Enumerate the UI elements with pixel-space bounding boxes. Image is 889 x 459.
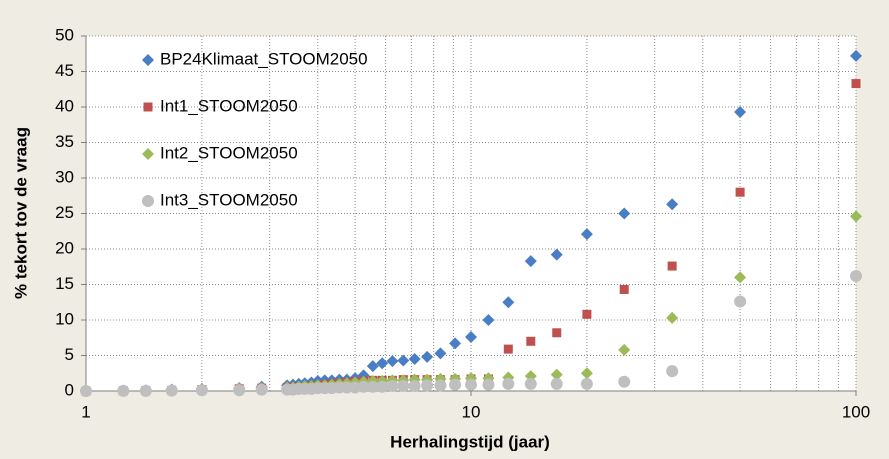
point (281, 383, 294, 396)
y-tick-label: 40 (55, 96, 74, 115)
point (195, 384, 208, 397)
point (366, 380, 379, 393)
point (397, 380, 410, 393)
legend-label: Int1_STOOM2050 (160, 96, 298, 115)
point (165, 384, 178, 397)
x-axis-label: Herhalingstijd (jaar) (390, 432, 550, 451)
point (408, 353, 421, 366)
point (434, 347, 447, 360)
point (850, 269, 862, 282)
point (619, 284, 629, 294)
point (618, 343, 631, 356)
point (850, 210, 862, 223)
y-tick-label: 20 (55, 238, 74, 257)
y-tick-label: 50 (55, 25, 74, 44)
x-tick-label: 1 (81, 402, 90, 421)
point (366, 360, 379, 373)
point (666, 365, 679, 378)
point (502, 377, 515, 390)
point (255, 383, 268, 396)
point (482, 378, 495, 391)
point (465, 331, 477, 344)
y-tick-label: 0 (65, 380, 74, 399)
point (618, 375, 631, 388)
point (524, 255, 537, 268)
point (580, 377, 593, 390)
y-tick-label: 10 (55, 309, 74, 328)
point (349, 381, 362, 394)
point (80, 385, 92, 397)
y-tick-label: 25 (55, 203, 74, 222)
y-tick-label: 45 (55, 61, 74, 80)
point (735, 187, 745, 197)
point (734, 295, 747, 308)
point (386, 355, 399, 368)
point (552, 328, 562, 338)
point (524, 377, 537, 390)
y-tick-label: 5 (65, 345, 74, 364)
point (666, 311, 679, 324)
legend-marker (143, 102, 153, 112)
point (580, 367, 593, 380)
y-tick-label: 30 (55, 167, 74, 186)
point (550, 368, 563, 381)
point (386, 380, 399, 393)
point (618, 207, 631, 220)
point (580, 228, 593, 241)
x-tick-label: 100 (842, 402, 870, 421)
point (408, 380, 421, 393)
x-tick-label: 10 (462, 402, 481, 421)
point (850, 49, 862, 62)
point (526, 336, 536, 346)
point (117, 384, 130, 397)
point (449, 337, 462, 350)
legend-label: Int2_STOOM2050 (160, 143, 298, 162)
point (666, 198, 679, 211)
point (465, 378, 477, 391)
point (734, 105, 747, 118)
point (397, 354, 410, 367)
point (449, 378, 462, 391)
point (851, 79, 861, 89)
y-axis-label: % tekort tov de vraag (11, 127, 30, 299)
legend-label: BP24Klimaat_STOOM2050 (160, 49, 368, 68)
point (376, 380, 389, 393)
point (502, 296, 515, 309)
legend-marker (142, 148, 154, 160)
point (376, 357, 389, 370)
point (667, 261, 677, 271)
legend-label: Int3_STOOM2050 (160, 190, 298, 209)
y-tick-label: 15 (55, 274, 74, 293)
point (482, 314, 495, 326)
y-tick-label: 35 (55, 132, 74, 151)
point (550, 248, 563, 261)
point (550, 377, 563, 390)
point (421, 379, 434, 392)
legend-marker (142, 195, 154, 207)
point (734, 271, 747, 284)
point (233, 384, 246, 397)
point (582, 309, 592, 319)
legend-marker (142, 54, 154, 66)
point (503, 344, 513, 354)
point (139, 384, 152, 397)
point (434, 379, 447, 392)
point (421, 350, 434, 363)
